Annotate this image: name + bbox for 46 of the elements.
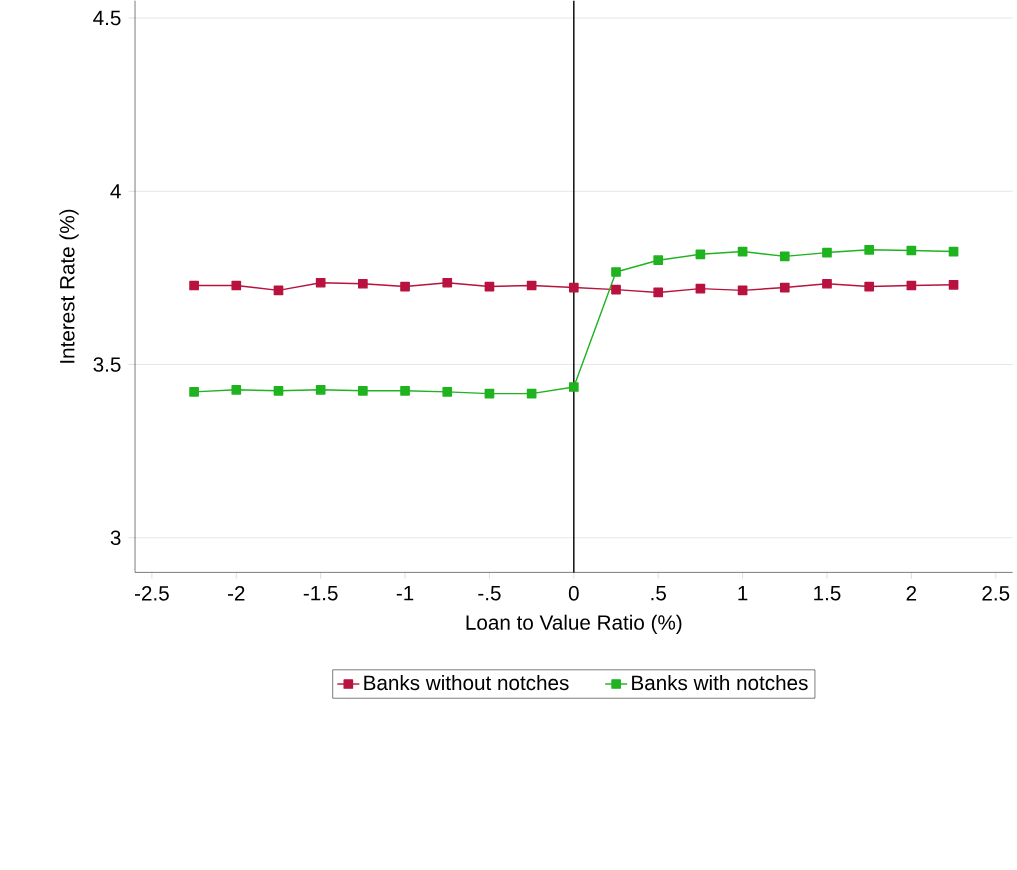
- point: [779, 251, 790, 262]
- y-axis-title: Interest Rate (%): [59, 209, 79, 363]
- x-tick-label: -1.5: [303, 585, 338, 601]
- x-tick-label: 0: [568, 585, 579, 601]
- x-tick-label: -2.5: [135, 585, 169, 601]
- point: [864, 244, 875, 255]
- point: [822, 247, 832, 258]
- point: [400, 281, 410, 292]
- point: [822, 278, 832, 289]
- point: [611, 284, 621, 295]
- point: [400, 385, 410, 396]
- point: [189, 280, 199, 291]
- point: [442, 386, 453, 397]
- point: [611, 266, 621, 277]
- point: [864, 281, 875, 292]
- x-tick-label: 2: [906, 585, 917, 601]
- x-tick-label: -.5: [478, 585, 501, 601]
- point: [189, 386, 199, 397]
- y-tick-label: 3.5: [93, 357, 121, 372]
- point: [358, 385, 368, 396]
- point: [231, 384, 242, 395]
- x-tick-label: -2: [228, 585, 245, 601]
- y-tick-label: 3: [110, 530, 121, 545]
- point: [779, 282, 790, 293]
- point: [948, 279, 959, 290]
- legend-label: Banks with notches: [632, 674, 808, 690]
- x-tick-label: -1: [396, 585, 414, 601]
- point: [653, 287, 664, 298]
- x-tick-label: 1: [738, 585, 748, 601]
- point: [568, 282, 579, 293]
- point: [653, 255, 664, 265]
- x-axis-title: Loan to Value Ratio (%): [466, 614, 682, 634]
- y-tick-label: 4.5: [93, 10, 121, 26]
- x-tick-label: 2.5: [982, 585, 1010, 601]
- x-tick-label: 1.5: [814, 585, 841, 601]
- point: [315, 384, 326, 395]
- point: [568, 382, 579, 392]
- point: [695, 249, 706, 259]
- legend-label: Banks without notches: [364, 674, 569, 690]
- point: [358, 278, 368, 289]
- point: [315, 277, 326, 288]
- point: [273, 385, 284, 396]
- point: [231, 280, 242, 291]
- point: [442, 277, 453, 288]
- y-tick-label: 4: [110, 183, 121, 199]
- x-tick-label: .5: [651, 585, 666, 601]
